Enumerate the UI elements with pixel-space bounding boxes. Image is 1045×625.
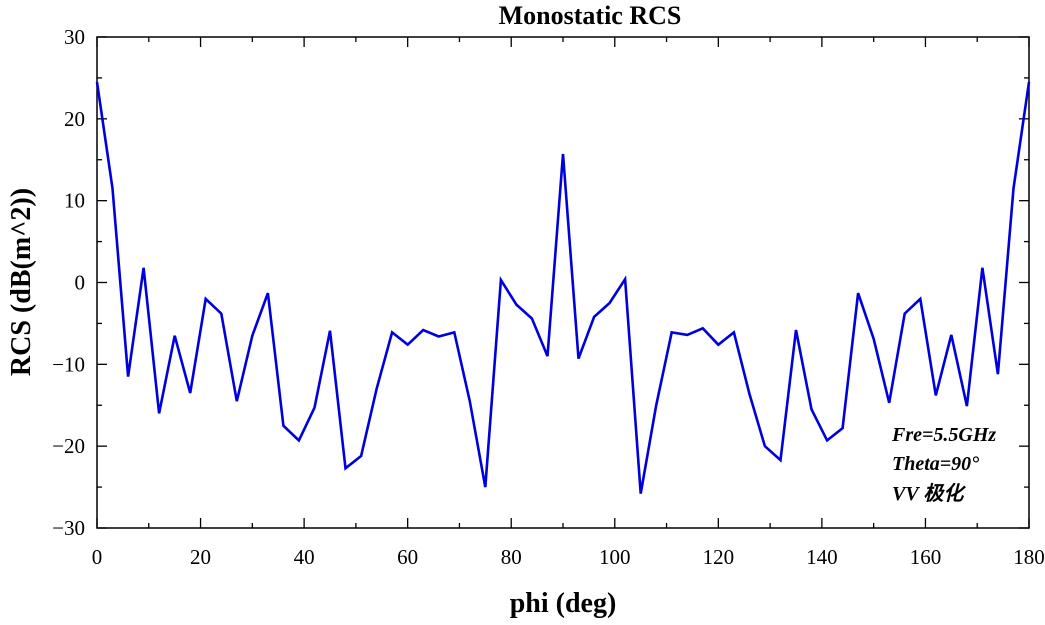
plot-border bbox=[96, 36, 1030, 529]
y-axis-title: RCS (dB(m^2)) bbox=[6, 188, 37, 376]
x-tick-label: 140 bbox=[806, 545, 838, 569]
chart-title: Monostatic RCS bbox=[499, 1, 682, 30]
plot-area bbox=[96, 36, 1030, 529]
x-tick-label: 160 bbox=[910, 545, 942, 569]
x-tick-labels: 0 20 40 60 80 100 120 140 160 180 bbox=[92, 545, 1045, 569]
x-tick-label: 100 bbox=[599, 545, 631, 569]
x-tick-label: 60 bbox=[397, 545, 418, 569]
x-tick-label: 80 bbox=[501, 545, 522, 569]
x-tick-label: 20 bbox=[190, 545, 211, 569]
y-tick-label: 30 bbox=[64, 25, 85, 49]
y-tick-label: 20 bbox=[64, 107, 85, 131]
annotation-frequency: Fre=5.5GHz bbox=[891, 424, 996, 446]
y-tick-label: 10 bbox=[64, 189, 85, 213]
annotation-box: Fre=5.5GHz Theta=90° VV 极化 bbox=[891, 424, 996, 505]
axis-ticks bbox=[96, 36, 1030, 529]
annotation-polarization: VV 极化 bbox=[892, 482, 966, 505]
series-line bbox=[95, 81, 1031, 494]
y-tick-labels: −30 −20 −10 0 10 20 30 bbox=[52, 25, 85, 540]
y-tick-label: 0 bbox=[75, 271, 86, 295]
x-tick-label: 120 bbox=[703, 545, 735, 569]
y-tick-label: −20 bbox=[52, 434, 85, 458]
annotation-theta: Theta=90° bbox=[892, 453, 979, 475]
x-tick-label: 180 bbox=[1013, 545, 1045, 569]
x-axis-title: phi (deg) bbox=[510, 588, 617, 619]
series-layer bbox=[95, 81, 1031, 494]
x-tick-label: 0 bbox=[92, 545, 103, 569]
y-tick-label: −10 bbox=[52, 352, 85, 376]
x-tick-label: 40 bbox=[294, 545, 315, 569]
y-tick-label: −30 bbox=[52, 516, 85, 540]
